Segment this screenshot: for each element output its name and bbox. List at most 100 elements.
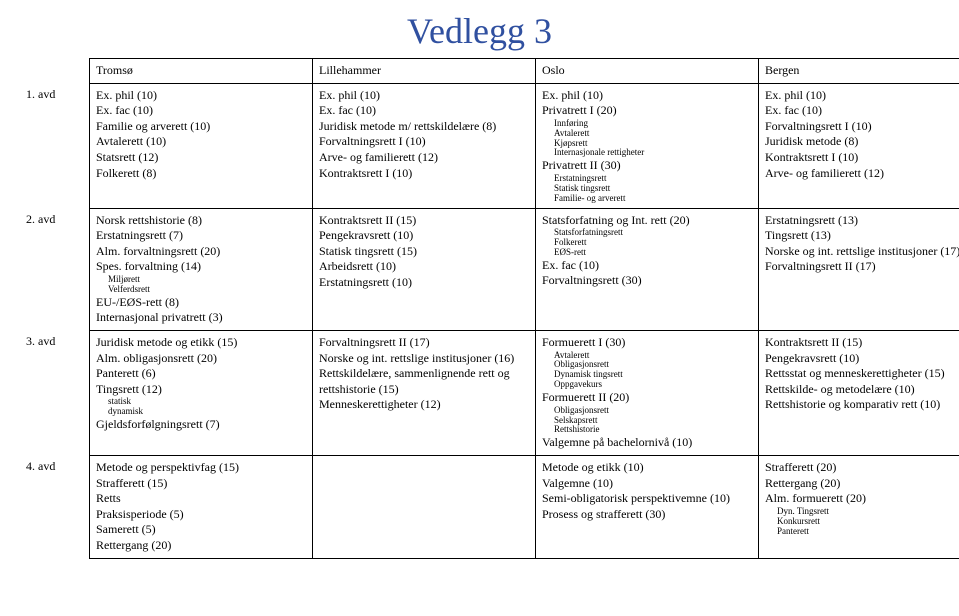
table-cell: Ex. phil (10)Ex. fac (10)Forvaltningsret… <box>759 83 959 208</box>
table-cell: Metode og etikk (10)Valgemne (10)Semi-ob… <box>536 455 759 558</box>
cell-line: Kontraktsrett II (15) <box>319 213 529 229</box>
table-cell: Metode og perspektivfag (15)Strafferett … <box>90 455 313 558</box>
table-cell: Erstatningsrett (13)Tingsrett (13)Norske… <box>759 208 959 330</box>
cell-line: Retts <box>96 491 306 507</box>
row-label: 1. avd <box>20 83 90 208</box>
cell-line: Norske og int. rettslige institusjoner (… <box>765 244 959 260</box>
cell-line: Privatrett II (30) <box>542 158 752 174</box>
row-label: 4. avd <box>20 455 90 558</box>
cell-line: Rettshistorie og komparativ rett (10) <box>765 397 959 413</box>
cell-line: Prosess og strafferett (30) <box>542 507 752 523</box>
cell-line: Forvaltningsrett II (17) <box>319 335 529 351</box>
cell-line: Panterett <box>765 527 959 537</box>
cell-line: Metode og etikk (10) <box>542 460 752 476</box>
cell-line: Ex. fac (10) <box>96 103 306 119</box>
cell-line: Semi-obligatorisk perspektivemne (10) <box>542 491 752 507</box>
cell-line: dynamisk <box>96 407 306 417</box>
cell-line: Formuerett II (20) <box>542 390 752 406</box>
cell-line: Familie og arverett (10) <box>96 119 306 135</box>
cell-line: Oppgavekurs <box>542 380 752 390</box>
cell-line: Arve- og familierett (12) <box>319 150 529 166</box>
cell-line: Rettskilde- og metodelære (10) <box>765 382 959 398</box>
cell-line: Tingsrett (12) <box>96 382 306 398</box>
cell-line: Ex. fac (10) <box>765 103 959 119</box>
cell-line: Ex. phil (10) <box>765 88 959 104</box>
cell-line: Forvaltningsrett II (17) <box>765 259 959 275</box>
cell-line: Samerett (5) <box>96 522 306 538</box>
cell-line: Juridisk metode og etikk (15) <box>96 335 306 351</box>
table-cell: Norsk rettshistorie (8)Erstatningsrett (… <box>90 208 313 330</box>
table-cell <box>313 455 536 558</box>
cell-line: Rettergang (20) <box>96 538 306 554</box>
table-cell: Ex. phil (10)Privatrett I (20)InnføringA… <box>536 83 759 208</box>
cell-line: Erstatningsrett (10) <box>319 275 529 291</box>
cell-line: Menneskerettigheter (12) <box>319 397 529 413</box>
cell-line: Strafferett (20) <box>765 460 959 476</box>
cell-line: Alm. obligasjonsrett (20) <box>96 351 306 367</box>
cell-line: Arve- og familierett (12) <box>765 166 959 182</box>
cell-line: Kontraktsrett II (15) <box>765 335 959 351</box>
cell-line: Familie- og arverett <box>542 194 752 204</box>
handwritten-title: Vedlegg 3 <box>20 10 939 52</box>
cell-line: Pengekravsrett (10) <box>319 228 529 244</box>
cell-line: Norske og int. rettslige institusjoner (… <box>319 351 529 367</box>
cell-line: Spes. forvaltning (14) <box>96 259 306 275</box>
cell-line: Kontraktsrett I (10) <box>765 150 959 166</box>
table-cell: Statsforfatning og Int. rett (20)Statsfo… <box>536 208 759 330</box>
cell-line: Juridisk metode m/ rettskildelære (8) <box>319 119 529 135</box>
cell-line: Strafferett (15) <box>96 476 306 492</box>
cell-line: Valgemne på bachelornivå (10) <box>542 435 752 451</box>
cell-line: Forvaltningsrett I (10) <box>765 119 959 135</box>
cell-line: Metode og perspektivfag (15) <box>96 460 306 476</box>
cell-line: Rettergang (20) <box>765 476 959 492</box>
cell-line: Kontraktsrett I (10) <box>319 166 529 182</box>
cell-line: Erstatningsrett (7) <box>96 228 306 244</box>
table-cell: Formuerett I (30)AvtalerettObligasjonsre… <box>536 330 759 455</box>
table-cell: Ex. phil (10)Ex. fac (10)Juridisk metode… <box>313 83 536 208</box>
cell-line: Ex. fac (10) <box>319 103 529 119</box>
cell-line: Arbeidsrett (10) <box>319 259 529 275</box>
cell-line: Juridisk metode (8) <box>765 134 959 150</box>
curriculum-table: TromsøLillehammerOsloBergen1. avdEx. phi… <box>20 58 959 559</box>
column-header: Lillehammer <box>313 59 536 84</box>
cell-line: Ex. fac (10) <box>542 258 752 274</box>
cell-line: Alm. formuerett (20) <box>765 491 959 507</box>
cell-line: Privatrett I (20) <box>542 103 752 119</box>
cell-line: Ex. phil (10) <box>542 88 752 104</box>
cell-line: Rettshistorie <box>542 425 752 435</box>
cell-line: Ex. phil (10) <box>319 88 529 104</box>
table-cell: Juridisk metode og etikk (15)Alm. obliga… <box>90 330 313 455</box>
row-label: 3. avd <box>20 330 90 455</box>
cell-line: Erstatningsrett (13) <box>765 213 959 229</box>
cell-line: Praksisperiode (5) <box>96 507 306 523</box>
cell-line: Gjeldsforfølgningsrett (7) <box>96 417 306 433</box>
column-header: Bergen <box>759 59 959 84</box>
table-cell: Forvaltningsrett II (17)Norske og int. r… <box>313 330 536 455</box>
cell-line: Tingsrett (13) <box>765 228 959 244</box>
cell-line: EØS-rett <box>542 248 752 258</box>
table-cell: Kontraktsrett II (15)Pengekravsrett (10)… <box>759 330 959 455</box>
cell-line: Alm. forvaltningsrett (20) <box>96 244 306 260</box>
cell-line: EU-/EØS-rett (8) <box>96 295 306 311</box>
cell-line: Pengekravsrett (10) <box>765 351 959 367</box>
column-header: Oslo <box>536 59 759 84</box>
cell-line: Statsrett (12) <box>96 150 306 166</box>
cell-line: Folkerett (8) <box>96 166 306 182</box>
cell-line: Formuerett I (30) <box>542 335 752 351</box>
cell-line: Rettsstat og menneskerettigheter (15) <box>765 366 959 382</box>
cell-line: Internasjonale rettigheter <box>542 148 752 158</box>
table-cell: Strafferett (20)Rettergang (20)Alm. form… <box>759 455 959 558</box>
cell-line: Internasjonal privatrett (3) <box>96 310 306 326</box>
cell-line: Forvaltningsrett (30) <box>542 273 752 289</box>
cell-line: Valgemne (10) <box>542 476 752 492</box>
row-label: 2. avd <box>20 208 90 330</box>
cell-line: Forvaltningsrett I (10) <box>319 134 529 150</box>
cell-line: Rettskildelære, sammenlignende rett og r… <box>319 366 529 397</box>
table-cell: Kontraktsrett II (15)Pengekravsrett (10)… <box>313 208 536 330</box>
column-header: Tromsø <box>90 59 313 84</box>
table-cell: Ex. phil (10)Ex. fac (10)Familie og arve… <box>90 83 313 208</box>
cell-line: Avtalerett (10) <box>96 134 306 150</box>
cell-line: Norsk rettshistorie (8) <box>96 213 306 229</box>
cell-line: Velferdsrett <box>96 285 306 295</box>
cell-line: Statisk tingsrett (15) <box>319 244 529 260</box>
